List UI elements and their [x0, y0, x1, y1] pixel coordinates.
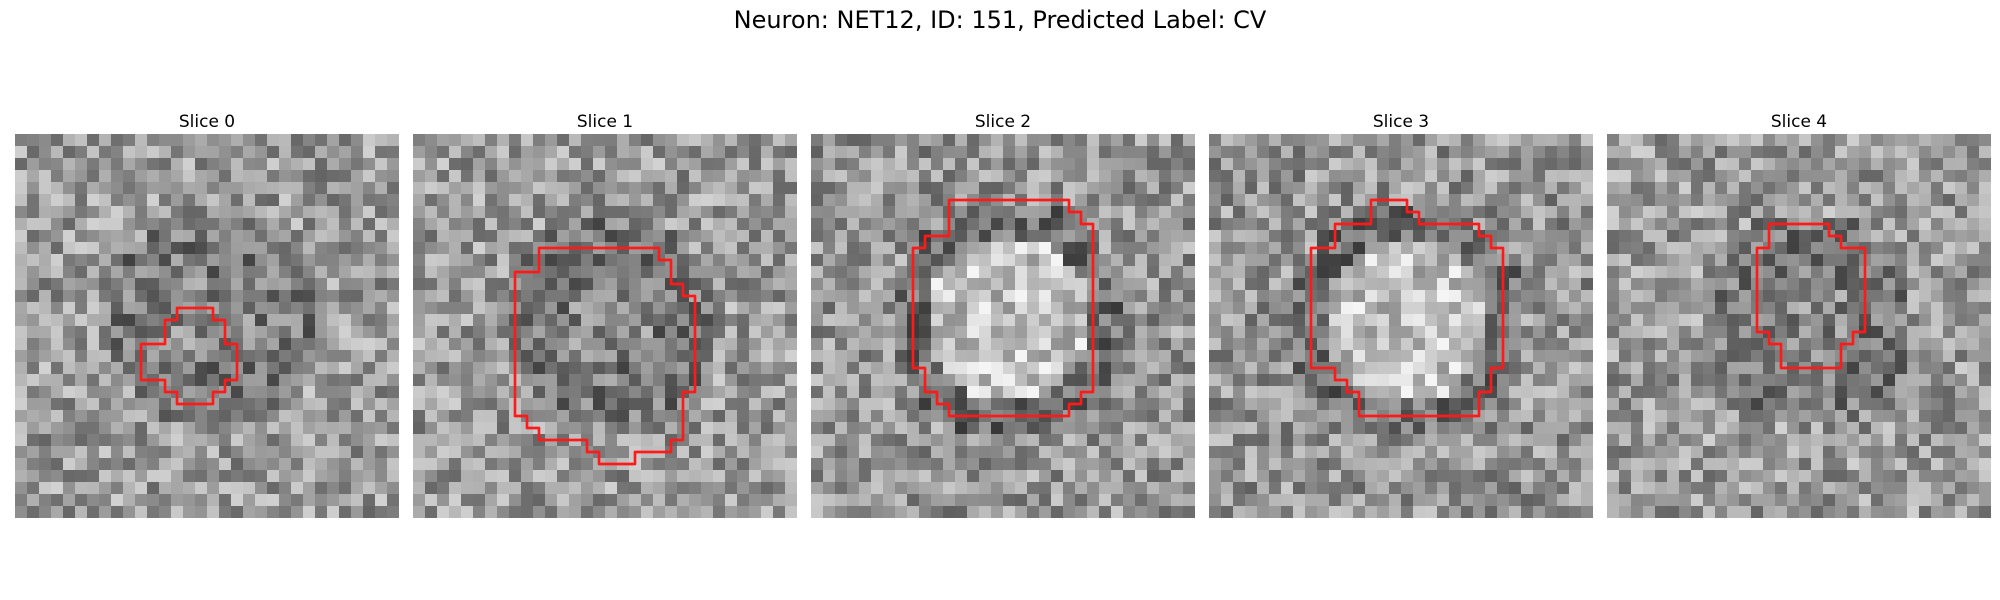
roi-outline	[139, 306, 239, 406]
roi-outline	[1755, 222, 1867, 370]
slice-panel-2: Slice 2	[811, 110, 1195, 518]
slice-title: Slice 0	[178, 112, 236, 132]
slice-image	[413, 134, 797, 518]
roi-outline	[513, 246, 697, 466]
roi-outline	[911, 198, 1095, 418]
slice-title: Slice 4	[1770, 112, 1828, 132]
slice-image	[1209, 134, 1593, 518]
roi-outline	[1309, 198, 1505, 418]
slice-title: Slice 1	[576, 112, 634, 132]
slice-panel-1: Slice 1	[413, 110, 797, 518]
slice-title: Slice 2	[974, 112, 1032, 132]
slice-image	[15, 134, 399, 518]
figure-title: Neuron: NET12, ID: 151, Predicted Label:…	[733, 6, 1267, 34]
slice-image	[1607, 134, 1991, 518]
slice-panel-3: Slice 3	[1209, 110, 1593, 518]
slice-panel-0: Slice 0	[15, 110, 399, 518]
slice-panel-4: Slice 4	[1607, 110, 1991, 518]
slice-title: Slice 3	[1372, 112, 1430, 132]
slice-image	[811, 134, 1195, 518]
